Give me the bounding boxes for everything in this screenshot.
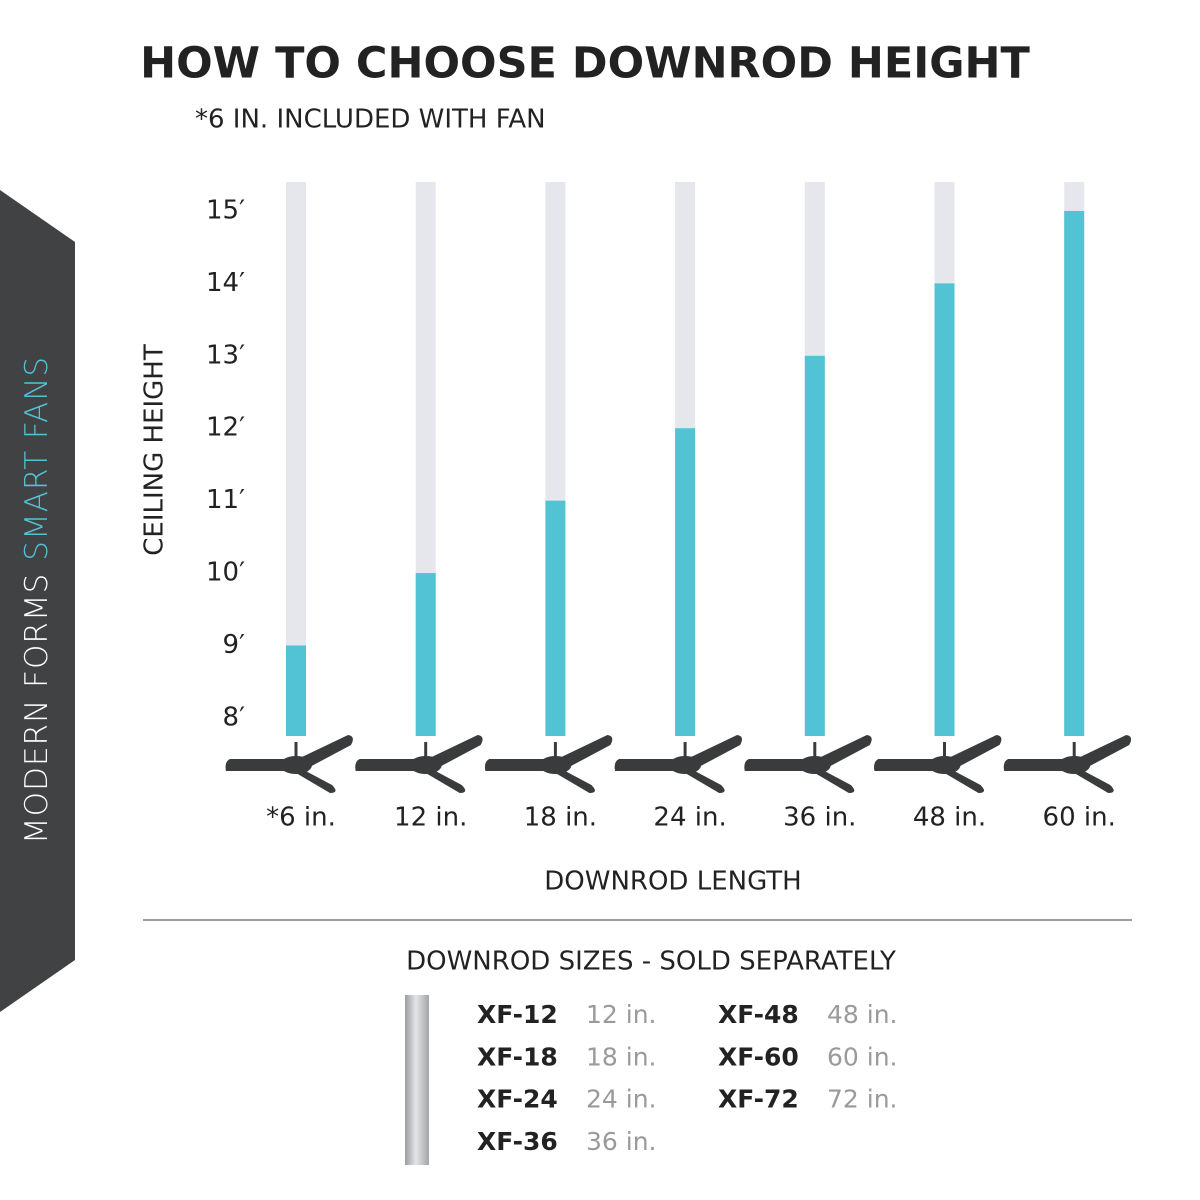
- y-tick-label: 10′: [206, 558, 245, 588]
- brand: MODERN FORMS: [19, 573, 55, 844]
- size-code: XF-72: [718, 1085, 799, 1114]
- fan-hub: [409, 756, 442, 774]
- fan-blades: [1003, 735, 1132, 793]
- y-tick-label: 15′: [206, 195, 245, 225]
- fan-icon: [1003, 735, 1132, 793]
- fan-icon: [614, 735, 743, 793]
- y-tick-label: 8′: [223, 702, 246, 732]
- fan-icon: [484, 735, 613, 793]
- x-tick-label: 24 in.: [653, 803, 726, 833]
- fan-blades: [874, 735, 1002, 793]
- y-tick-label: 9′: [223, 630, 246, 660]
- fan-blades: [355, 735, 483, 793]
- size-code: XF-18: [477, 1042, 558, 1071]
- fan-hub: [928, 756, 961, 774]
- size-code: XF-36: [477, 1127, 558, 1156]
- size-length: 48 in.: [827, 1000, 898, 1029]
- chart-subtitle: *6 IN. INCLUDED WITH FAN: [195, 105, 546, 135]
- size-code: XF-24: [477, 1085, 558, 1114]
- y-axis-title: CEILING HEIGHT: [140, 344, 170, 556]
- bar-track: [286, 182, 306, 736]
- fan-hub: [1058, 756, 1091, 774]
- side-banner: [0, 190, 75, 1012]
- fan-blades: [744, 735, 872, 793]
- x-tick-label: 36 in.: [783, 803, 856, 833]
- fan-icon: [874, 735, 1002, 793]
- y-tick-label: 11′: [206, 485, 245, 515]
- x-tick-label: 12 in.: [394, 803, 467, 833]
- fan-hub: [280, 756, 312, 774]
- fan-icon: [744, 735, 872, 793]
- size-code: XF-48: [718, 1000, 799, 1029]
- size-length: 24 in.: [586, 1085, 657, 1114]
- x-tick-label: 48 in.: [913, 803, 986, 833]
- product: SMART FANS: [19, 356, 55, 561]
- x-tick-label: 60 in.: [1043, 803, 1116, 833]
- size-length: 36 in.: [586, 1127, 657, 1156]
- chart-title: HOW TO CHOOSE DOWNROD HEIGHT: [140, 39, 1030, 89]
- y-tick-label: 13′: [206, 340, 245, 370]
- y-tick-label: 12′: [206, 413, 245, 443]
- size-length: 12 in.: [586, 1000, 657, 1029]
- size-length: 60 in.: [827, 1042, 898, 1071]
- sizes-list: XF-12 12 in. XF-18 18 in. XF-24 24 in. XF-36 36…: [477, 1000, 898, 1156]
- x-tick-label: 18 in.: [524, 803, 597, 833]
- fan-hub: [539, 756, 572, 774]
- fan-hub: [669, 756, 702, 774]
- x-tick-label: *6 in.: [266, 803, 336, 833]
- size-code: XF-12: [477, 1000, 558, 1029]
- bar: [415, 573, 436, 736]
- y-tick-label: 14′: [206, 268, 245, 298]
- bar: [545, 500, 566, 736]
- sizes-title: DOWNROD SIZES - SOLD SEPARATELY: [406, 947, 896, 977]
- bar: [934, 283, 955, 736]
- fan-blades: [614, 735, 743, 793]
- bar: [1064, 210, 1085, 737]
- size-code: XF-60: [718, 1042, 799, 1071]
- fan-blades: [484, 735, 613, 793]
- fan-icon: [225, 735, 353, 793]
- downrod-image: [405, 995, 429, 1165]
- fan-icon: [355, 735, 483, 793]
- size-length: 72 in.: [827, 1085, 898, 1114]
- bar: [286, 645, 306, 736]
- fan-blades: [225, 735, 353, 793]
- bar: [804, 355, 825, 736]
- bar: [675, 428, 696, 736]
- x-axis-title: DOWNROD LENGTH: [544, 867, 801, 897]
- fan-hub: [798, 756, 831, 774]
- side-banner-text: MODERN FORMS SMART FANS: [19, 356, 55, 844]
- size-length: 18 in.: [586, 1042, 657, 1071]
